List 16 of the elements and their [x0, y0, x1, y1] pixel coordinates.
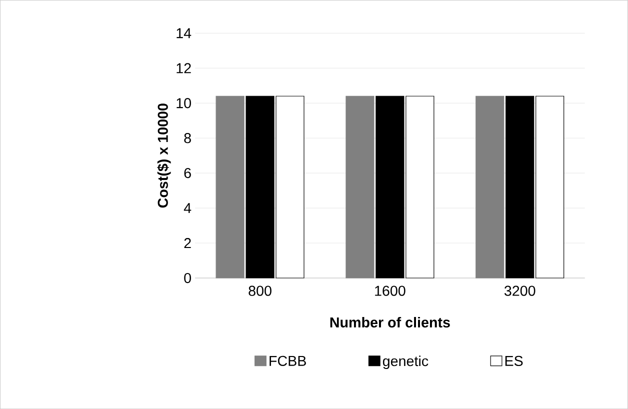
y-axis-title: Cost($) x 10000 [157, 104, 171, 208]
x-tick-label: 3200 [504, 286, 536, 296]
y-tick-label: 0 [184, 272, 192, 284]
legend-label: FCBB [270, 356, 306, 366]
x-tick-label: 1600 [375, 286, 406, 296]
x-tick-label: 800 [248, 286, 272, 296]
legend-label: ES [505, 356, 523, 366]
y-tick-label: 2 [184, 238, 191, 248]
y-tick-label: 10 [176, 98, 192, 108]
y-tick-label: 14 [176, 28, 192, 38]
y-tick-label: 4 [184, 203, 192, 213]
y-tick-label: 12 [176, 63, 191, 74]
y-tick-label: 6 [184, 168, 191, 178]
legend-label: genetic [382, 356, 428, 369]
x-axis-title: Number of clients [330, 316, 450, 328]
y-tick-label: 8 [184, 132, 191, 144]
